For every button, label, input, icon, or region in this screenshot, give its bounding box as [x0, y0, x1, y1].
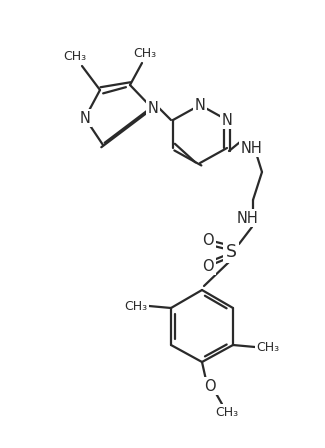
Text: O: O: [204, 379, 216, 393]
Text: S: S: [226, 243, 237, 261]
Text: N: N: [148, 100, 159, 116]
Text: CH₃: CH₃: [134, 47, 157, 60]
Text: NH: NH: [241, 141, 263, 155]
Text: N: N: [195, 98, 205, 112]
Text: O: O: [202, 233, 214, 247]
Text: CH₃: CH₃: [124, 300, 148, 313]
Text: N: N: [80, 111, 90, 125]
Text: NH: NH: [237, 211, 259, 225]
Text: CH₃: CH₃: [63, 49, 86, 63]
Text: CH₃: CH₃: [215, 405, 239, 418]
Text: N: N: [222, 112, 232, 128]
Text: CH₃: CH₃: [256, 340, 280, 353]
Text: O: O: [202, 258, 214, 273]
